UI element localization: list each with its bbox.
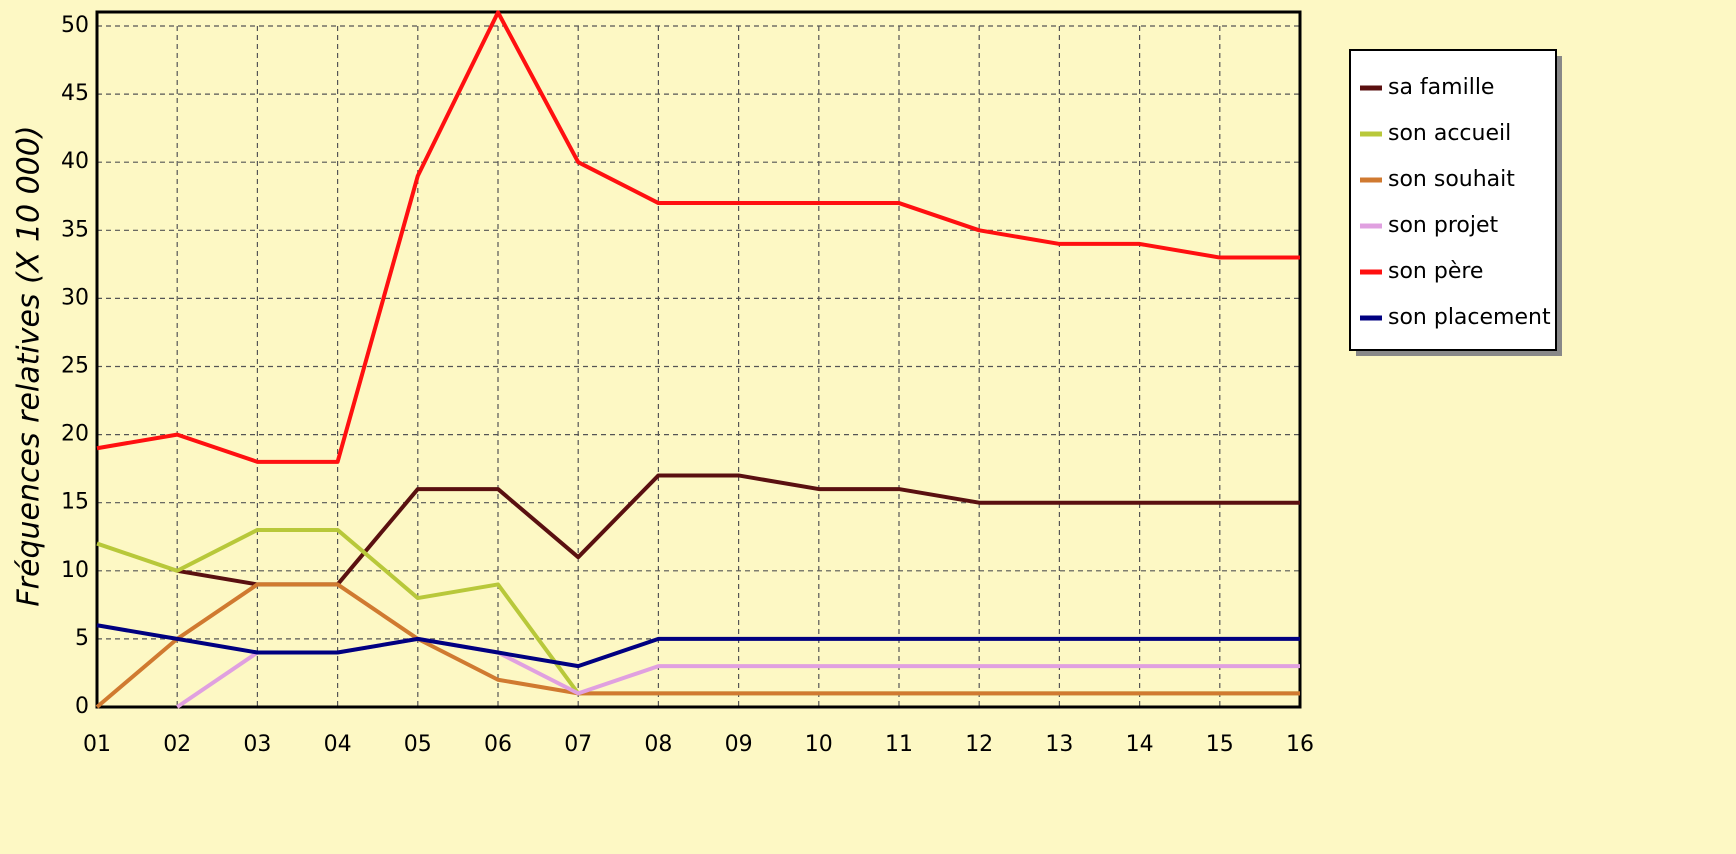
y-tick-label: 30 <box>61 285 89 310</box>
x-tick-label: 11 <box>885 732 913 757</box>
y-tick-label: 15 <box>61 490 89 515</box>
y-tick-label: 5 <box>75 626 89 651</box>
x-tick-label: 13 <box>1045 732 1073 757</box>
legend-label: son accueil <box>1388 121 1511 146</box>
legend-label: son placement <box>1388 305 1551 330</box>
series-line <box>95 582 1300 709</box>
x-tick-label: 14 <box>1126 732 1154 757</box>
x-tick-label: 01 <box>83 732 111 757</box>
x-tick-label: 12 <box>965 732 993 757</box>
x-tick-label: 06 <box>484 732 512 757</box>
x-tick-label: 10 <box>805 732 833 757</box>
x-tick-label: 05 <box>404 732 432 757</box>
y-tick-label: 0 <box>75 694 89 719</box>
x-tick-label: 16 <box>1286 732 1314 757</box>
y-tick-label: 35 <box>61 217 89 242</box>
y-tick-label: 10 <box>61 558 89 583</box>
y-tick-label: 50 <box>61 13 89 38</box>
series-line <box>96 623 1300 669</box>
y-tick-label: 20 <box>61 422 89 447</box>
legend-label: son projet <box>1388 213 1498 238</box>
y-tick-label: 40 <box>61 149 89 174</box>
y-axis-label: Fréquences relatives (X 10 000) <box>12 125 47 606</box>
x-tick-label: 15 <box>1206 732 1234 757</box>
legend-label: sa famille <box>1388 75 1494 100</box>
x-tick-label: 02 <box>163 732 191 757</box>
y-tick-label: 45 <box>61 81 89 106</box>
x-tick-label: 09 <box>725 732 753 757</box>
x-tick-label: 07 <box>564 732 592 757</box>
x-tick-label: 08 <box>644 732 672 757</box>
plot-frame <box>95 10 1302 709</box>
legend-label: son souhait <box>1388 167 1515 192</box>
x-tick-label: 04 <box>324 732 352 757</box>
legend-box <box>1349 49 1557 351</box>
x-tick-label: 03 <box>243 732 271 757</box>
y-tick-label: 25 <box>61 354 89 379</box>
legend-label: son père <box>1388 259 1483 284</box>
series-line <box>96 10 1300 464</box>
